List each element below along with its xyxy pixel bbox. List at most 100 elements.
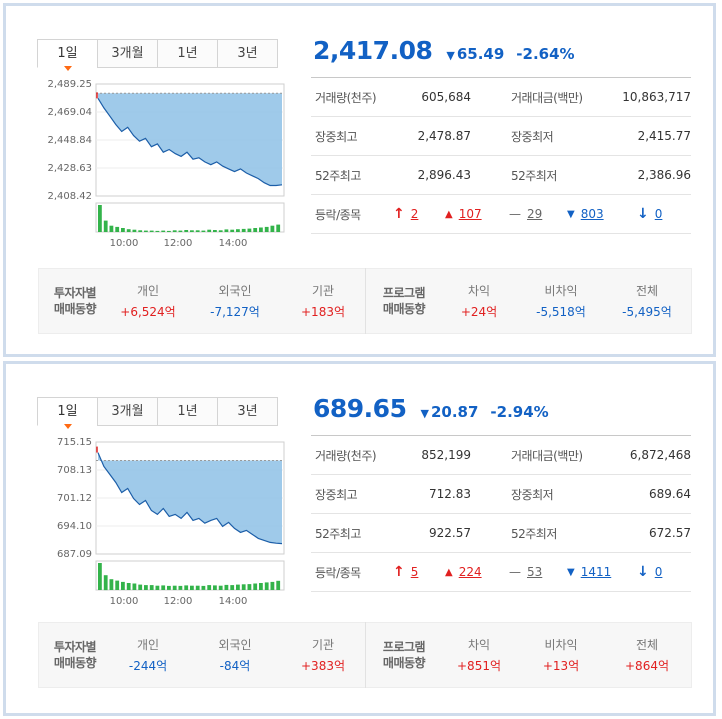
program-col-label: 비차익 (544, 284, 578, 298)
stat-value: 2,896.43 (417, 168, 471, 182)
y-tick-label: 2,489.25 (47, 79, 92, 90)
upper-limit-link[interactable]: 2 (410, 207, 419, 221)
volume-bar (126, 583, 131, 590)
volume-bar (167, 230, 171, 232)
stats-table: 거래량(천주) 605,684 거래대금(백만) 10,863,717 장중최고… (311, 77, 691, 234)
volume-bar (167, 585, 171, 590)
rise-link[interactable]: 107 (458, 207, 482, 221)
stat-value: 605,684 (421, 90, 471, 104)
stat-label: 장중최고 (315, 129, 358, 144)
current-price: 2,417.08 (313, 36, 433, 65)
stat-value: 922.57 (429, 526, 471, 540)
volume-bar (172, 230, 177, 232)
volume-bar (98, 563, 102, 590)
lower-limit-link[interactable]: 0 (654, 565, 663, 579)
volume-bar (241, 584, 246, 590)
upper-limit-item: ↑ 5 (393, 564, 445, 580)
y-tick-label: 694.10 (57, 521, 92, 532)
lower-limit-arrow-icon: ↓ (637, 206, 649, 222)
stat-value: 2,415.77 (637, 129, 691, 143)
investor-col-label: 기관 (311, 284, 335, 298)
volume-bar (178, 230, 183, 232)
volume-bar (230, 585, 235, 590)
x-tick-label: 10:00 (110, 596, 139, 607)
fall-item: ▼ 803 (567, 207, 637, 221)
volume-bar (172, 585, 177, 590)
period-tabs: 1일 3개월 1년 3년 (37, 39, 278, 71)
price-line (97, 97, 283, 187)
flat-link[interactable]: 53 (527, 565, 543, 579)
investor-title-line2: 매매동향 (53, 656, 97, 670)
volume-bar (195, 230, 200, 232)
volume-bar (144, 230, 148, 232)
volume-bar (230, 229, 235, 232)
investor-col-label: 외국인 (218, 638, 252, 652)
flat-item: — 53 (509, 565, 567, 579)
tab-3month[interactable]: 3개월 (97, 39, 158, 68)
tab-1day[interactable]: 1일 (37, 397, 98, 429)
volume-bar (138, 230, 143, 232)
volume-bar (224, 584, 229, 590)
advance-decline-row: 등락/종목 ↑ 5 ▲ 224 —53 ▼ 1411 ↓ 0 (311, 553, 691, 592)
stats-row: 거래량(천주) 605,684 거래대금(백만) 10,863,717 (311, 78, 691, 117)
volume-bar (201, 585, 206, 590)
stat-value: 2,478.87 (417, 129, 471, 143)
stat-value: 852,199 (421, 448, 471, 462)
volume-bar (109, 225, 114, 232)
tab-1day[interactable]: 1일 (37, 39, 98, 71)
index-panel-kospi: 1일 3개월 1년 3년 2,489.25 2,469.04 2,448.84 2,4… (3, 3, 716, 357)
upper-limit-link[interactable]: 5 (410, 565, 419, 579)
rise-item: ▲ 224 (445, 565, 509, 579)
program-col-non-arbitrage: 비차익 -5,518억 (516, 282, 606, 320)
volume-bar (218, 230, 223, 232)
fall-link[interactable]: 1411 (580, 565, 612, 579)
volume-bar (195, 585, 200, 590)
price-change-value: 65.49 (456, 45, 505, 63)
down-triangle-icon: ▼ (567, 566, 575, 578)
volume-bar (253, 583, 258, 590)
price-area (98, 452, 282, 544)
tab-1year[interactable]: 1년 (157, 397, 218, 426)
advance-decline-label: 등락/종목 (315, 565, 361, 580)
tab-3year[interactable]: 3년 (217, 397, 278, 426)
y-tick-label: 701.12 (57, 493, 92, 504)
tab-3year[interactable]: 3년 (217, 39, 278, 68)
volume-bar (247, 228, 252, 232)
y-tick-label: 708.13 (57, 465, 92, 476)
volume-bar (264, 226, 269, 232)
program-col-label: 비차익 (544, 638, 578, 652)
stat-value: 10,863,717 (622, 90, 691, 104)
program-col-label: 전체 (635, 638, 659, 652)
tab-3month[interactable]: 3개월 (97, 397, 158, 426)
tab-1year[interactable]: 1년 (157, 39, 218, 68)
y-tick-label: 2,408.42 (47, 191, 92, 202)
flat-link[interactable]: 29 (527, 207, 543, 221)
program-col-non-arbitrage: 비차익 +13억 (516, 636, 606, 674)
volume-bar (264, 582, 269, 590)
volume-bar (236, 229, 240, 232)
y-tick-label: 2,469.04 (47, 107, 92, 118)
investor-col-foreign: 외국인 -7,127억 (185, 282, 285, 320)
volume-bar (190, 230, 194, 232)
flat-dash-icon: — (509, 565, 521, 579)
fall-link[interactable]: 803 (580, 207, 604, 221)
lower-limit-link[interactable]: 0 (654, 207, 663, 221)
investor-title-line1: 투자자별 (53, 286, 97, 300)
stat-label: 52주최저 (511, 168, 557, 183)
investor-col-label: 개인 (136, 284, 160, 298)
volume-bar (207, 229, 212, 232)
investor-col-label: 외국인 (218, 284, 252, 298)
program-col-arbitrage: 차익 +24억 (442, 282, 516, 320)
rise-item: ▲ 107 (445, 207, 509, 221)
stat-label: 거래대금(백만) (511, 448, 583, 463)
rise-link[interactable]: 224 (458, 565, 482, 579)
stats-row: 장중최고 2,478.87 장중최저 2,415.77 (311, 117, 691, 156)
volume-bar (161, 585, 166, 590)
investor-col-value: +6,524억 (120, 305, 176, 319)
stat-label: 장중최저 (511, 129, 554, 144)
stats-row: 거래량(천주) 852,199 거래대금(백만) 6,872,468 (311, 436, 691, 475)
program-title-line1: 프로그램 (382, 286, 426, 300)
program-col-arbitrage: 차익 +851억 (442, 636, 516, 674)
program-col-value: +864억 (625, 659, 669, 673)
volume-frame (95, 202, 285, 233)
